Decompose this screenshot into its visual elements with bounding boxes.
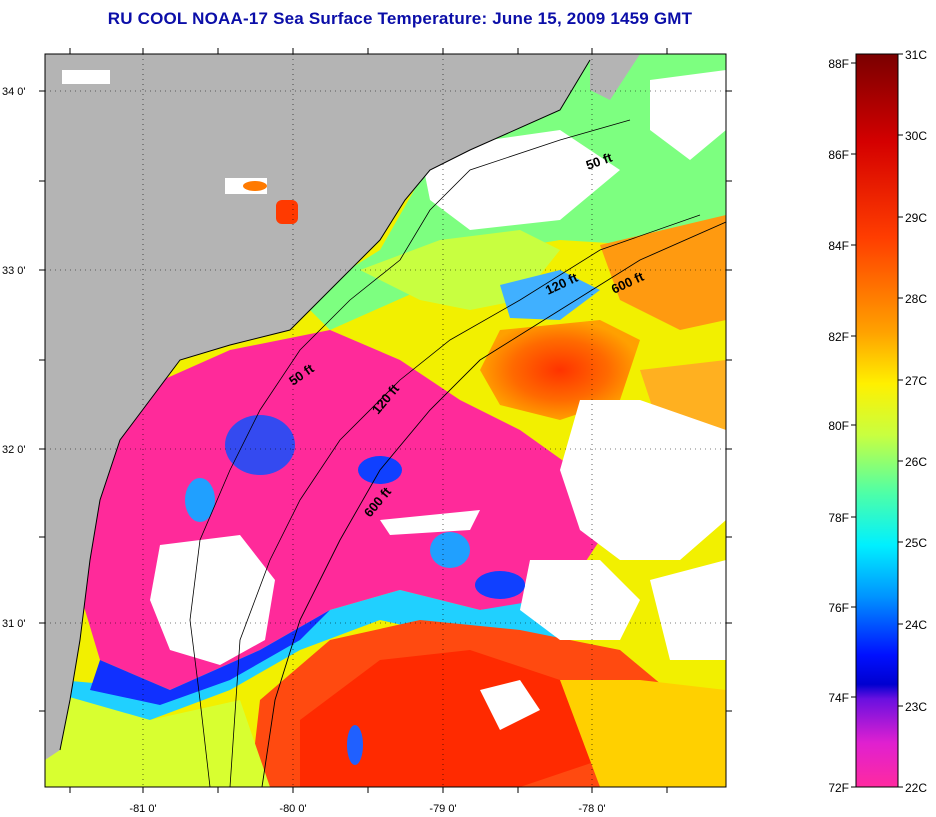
colorbar-c-label: 30C	[905, 129, 927, 143]
sst-cold-patch	[347, 725, 363, 765]
contour-600ft	[261, 221, 726, 787]
colorbar-c-label: 29C	[905, 211, 927, 225]
graticule	[45, 54, 726, 787]
colorbar-f-label: 82F	[828, 330, 849, 344]
colorbar-c-label: 23C	[905, 700, 927, 714]
colorbar-c-label: 26C	[905, 455, 927, 469]
cloud-northeast	[650, 70, 726, 160]
lon-tick-label: -78 0'	[578, 803, 605, 815]
sst-patch-blue-north	[500, 270, 600, 320]
map-frame	[44, 53, 727, 788]
colorbar-f-label: 80F	[828, 419, 849, 433]
sst-warm-south-east	[560, 680, 726, 787]
cloud-east	[560, 400, 726, 560]
colorbar-f-label: 76F	[828, 601, 849, 615]
colorbar-f-label: 88F	[828, 57, 849, 71]
cloud-southwest	[150, 535, 275, 665]
coastline	[59, 59, 591, 751]
colorbar-f-label: 72F	[828, 781, 849, 795]
colorbar-c-label: 24C	[905, 618, 927, 632]
cloud-land-speck	[62, 70, 110, 84]
land-mainland	[45, 54, 590, 760]
colorbar-c-label: 27C	[905, 374, 927, 388]
colorbar-f-ticks	[851, 62, 856, 788]
lat-tick-label: 31 0'	[2, 618, 26, 630]
colorbar-c-label: 25C	[905, 536, 927, 550]
land-north-cape	[590, 54, 640, 100]
colorbar-c-label: 31C	[905, 48, 927, 62]
sst-band-orange-ne	[600, 215, 726, 330]
lon-tick-label: -79 0'	[429, 803, 456, 815]
cloud-southeast	[520, 560, 640, 640]
sst-south-west-yellow	[45, 690, 270, 787]
colorbar-f-label: 84F	[828, 239, 849, 253]
sst-land-speck	[276, 200, 298, 224]
lon-tick-label: -81 0'	[129, 803, 156, 815]
sst-land-speck	[243, 181, 267, 191]
colorbar-c-ticks	[898, 53, 903, 788]
cloud-far-east	[650, 560, 726, 660]
lat-tick-label: 34 0'	[2, 86, 26, 98]
colorbar	[855, 53, 899, 788]
sst-cold-patch	[475, 571, 525, 599]
cloud-north-coast	[420, 130, 620, 230]
colorbar-f-label: 74F	[828, 691, 849, 705]
lat-tick-label: 33 0'	[2, 265, 26, 277]
sst-cold-patch	[185, 478, 215, 522]
contour-120ft	[229, 214, 701, 787]
cloud-streak	[380, 510, 480, 535]
colorbar-c-label: 28C	[905, 292, 927, 306]
sst-cold-patch	[430, 532, 470, 568]
sst-patch-orange-mid	[480, 320, 640, 420]
lat-tick-label: 32 0'	[2, 444, 26, 456]
cloud-south-spot	[480, 680, 540, 730]
sst-band-blue-south	[90, 610, 330, 705]
colorbar-f-label: 78F	[828, 511, 849, 525]
colorbar-c-label: 22C	[905, 781, 927, 795]
frame-ticks	[39, 48, 732, 793]
map-title: RU COOL NOAA-17 Sea Surface Temperature:…	[107, 9, 693, 28]
contour-50ft	[189, 119, 631, 787]
colorbar-f-label: 86F	[828, 148, 849, 162]
map-body	[45, 54, 726, 787]
sst-cold-patch	[225, 415, 295, 475]
lon-tick-label: -80 0'	[279, 803, 306, 815]
sst-warm-south-core	[300, 650, 600, 787]
